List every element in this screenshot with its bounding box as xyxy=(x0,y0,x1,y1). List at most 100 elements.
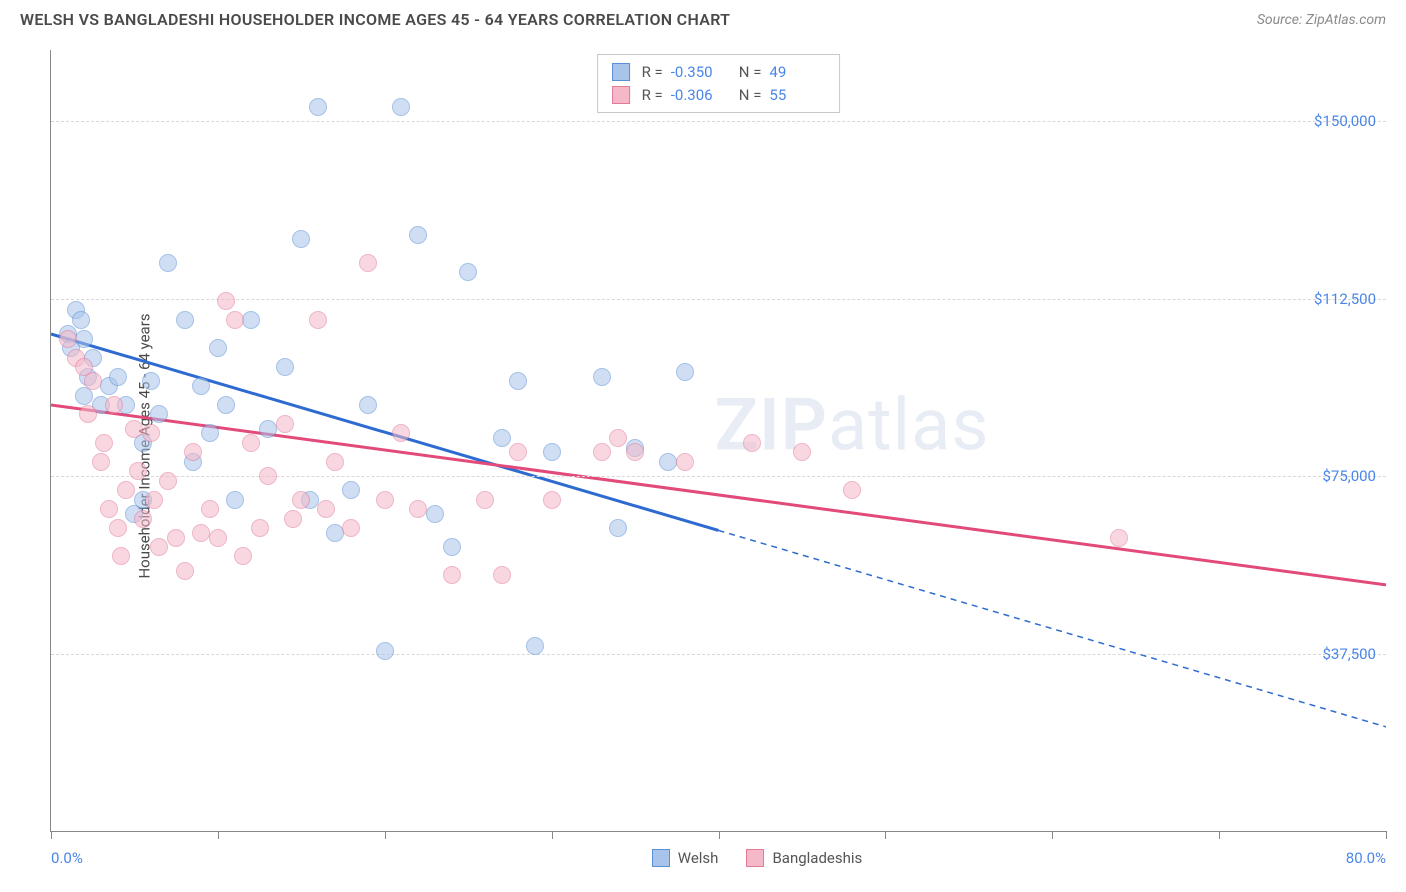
scatter-point xyxy=(376,491,394,509)
scatter-point xyxy=(150,405,168,423)
legend-series-name: Welsh xyxy=(678,849,719,867)
scatter-point xyxy=(201,424,219,442)
stat-n-value: 49 xyxy=(769,61,825,84)
scatter-point xyxy=(309,311,327,329)
scatter-point xyxy=(609,519,627,537)
gridline-h xyxy=(51,654,1386,655)
stats-legend-row: R = -0.306 N = 55 xyxy=(612,84,826,107)
scatter-point xyxy=(201,500,219,518)
x-tick xyxy=(385,831,386,839)
x-axis-max-label: 80.0% xyxy=(1346,849,1386,867)
scatter-point xyxy=(100,500,118,518)
scatter-point xyxy=(326,453,344,471)
scatter-point xyxy=(109,368,127,386)
scatter-point xyxy=(426,505,444,523)
stats-legend-box: R =-0.350N =49R =-0.306N =55 xyxy=(597,54,841,113)
trend-line-dashed xyxy=(719,530,1387,726)
scatter-point xyxy=(79,405,97,423)
scatter-point xyxy=(259,420,277,438)
scatter-point xyxy=(242,311,260,329)
scatter-point xyxy=(543,491,561,509)
scatter-point xyxy=(543,443,561,461)
stat-r-label: R = xyxy=(642,61,663,84)
scatter-point xyxy=(217,396,235,414)
scatter-point xyxy=(392,98,410,116)
scatter-point xyxy=(226,311,244,329)
watermark-text: ZIPatlas xyxy=(714,382,989,467)
scatter-point xyxy=(593,443,611,461)
scatter-point xyxy=(409,226,427,244)
x-tick xyxy=(218,831,219,839)
scatter-point xyxy=(142,424,160,442)
scatter-point xyxy=(342,519,360,537)
scatter-point xyxy=(342,481,360,499)
scatter-point xyxy=(309,98,327,116)
scatter-point xyxy=(142,372,160,390)
source-label: Source: ZipAtlas.com xyxy=(1257,12,1386,28)
scatter-point xyxy=(359,254,377,272)
scatter-point xyxy=(376,642,394,660)
scatter-point xyxy=(326,524,344,542)
chart-plot-area: ZIPatlas R =-0.350N =49R =-0.306N =55 We… xyxy=(50,50,1386,832)
scatter-point xyxy=(84,372,102,390)
stat-r-value: -0.306 xyxy=(671,84,727,107)
watermark-bold: ZIP xyxy=(714,382,827,467)
x-tick xyxy=(51,831,52,839)
scatter-point xyxy=(409,500,427,518)
x-tick xyxy=(719,831,720,839)
scatter-point xyxy=(95,434,113,452)
scatter-point xyxy=(112,547,130,565)
gridline-h xyxy=(51,121,1386,122)
y-tick-label: $150,000 xyxy=(1314,112,1376,130)
stat-r-label: R = xyxy=(642,84,663,107)
x-tick xyxy=(1219,831,1220,839)
legend-series-name: Bangladeshis xyxy=(772,849,862,867)
watermark-rest: atlas xyxy=(828,382,990,467)
scatter-point xyxy=(209,529,227,547)
scatter-point xyxy=(676,453,694,471)
scatter-point xyxy=(150,538,168,556)
scatter-point xyxy=(626,443,644,461)
scatter-point xyxy=(105,396,123,414)
stat-n-value: 55 xyxy=(769,84,825,107)
scatter-point xyxy=(159,472,177,490)
scatter-point xyxy=(226,491,244,509)
y-tick-label: $37,500 xyxy=(1322,645,1376,663)
scatter-point xyxy=(843,481,861,499)
scatter-point xyxy=(676,363,694,381)
scatter-point xyxy=(192,377,210,395)
scatter-point xyxy=(242,434,260,452)
scatter-point xyxy=(92,453,110,471)
scatter-point xyxy=(743,434,761,452)
scatter-point xyxy=(72,311,90,329)
scatter-point xyxy=(317,500,335,518)
scatter-point xyxy=(167,529,185,547)
scatter-point xyxy=(59,330,77,348)
series-legend: Welsh Bangladeshis xyxy=(652,849,863,867)
legend-item: Welsh xyxy=(652,849,719,867)
gridline-h xyxy=(51,476,1386,477)
stat-n-label: N = xyxy=(739,61,762,84)
scatter-point xyxy=(134,510,152,528)
legend-swatch xyxy=(652,849,670,867)
scatter-point xyxy=(443,538,461,556)
y-tick-label: $75,000 xyxy=(1322,467,1376,485)
scatter-point xyxy=(251,519,269,537)
scatter-point xyxy=(276,358,294,376)
stat-n-label: N = xyxy=(739,84,762,107)
scatter-point xyxy=(292,230,310,248)
gridline-h xyxy=(51,299,1386,300)
scatter-point xyxy=(276,415,294,433)
scatter-point xyxy=(443,566,461,584)
legend-item: Bangladeshis xyxy=(746,849,862,867)
scatter-point xyxy=(284,510,302,528)
chart-title: WELSH VS BANGLADESHI HOUSEHOLDER INCOME … xyxy=(20,10,730,29)
scatter-point xyxy=(292,491,310,509)
legend-swatch xyxy=(612,63,630,81)
scatter-point xyxy=(392,424,410,442)
scatter-point xyxy=(1110,529,1128,547)
scatter-point xyxy=(526,637,544,655)
scatter-point xyxy=(129,462,147,480)
scatter-point xyxy=(659,453,677,471)
scatter-point xyxy=(176,311,194,329)
